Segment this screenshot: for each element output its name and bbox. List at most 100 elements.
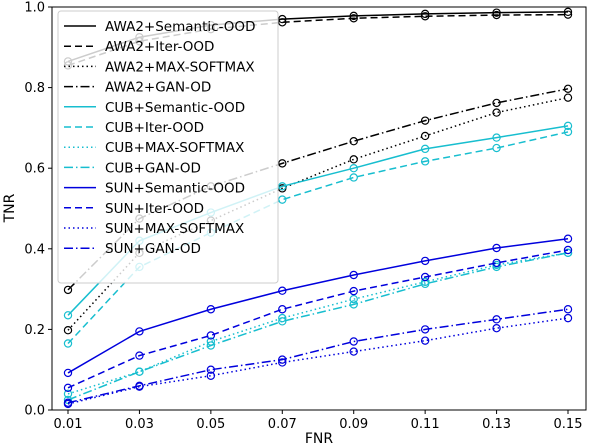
x-axis-label: FNR [305,431,334,447]
data-point [349,14,358,23]
data-point [492,133,501,142]
legend-item: AWA2+Semantic-OOD [64,19,255,35]
data-point [63,368,73,378]
series-11 [63,305,573,407]
data-point [63,339,73,348]
data-point [206,371,216,380]
data-point [63,311,73,320]
series-8 [63,234,573,378]
x-tick-label: 0.03 [125,417,154,432]
series-line [67,88,569,291]
data-point [278,305,287,314]
data-point [420,9,430,19]
data-point [492,323,501,333]
data-point [420,12,430,21]
data-point [278,313,287,323]
data-point [420,325,430,334]
y-tick-label: 0.6 [24,162,45,177]
y-tick-label: 0.2 [24,323,45,338]
data-point [563,7,573,17]
data-point [563,305,573,314]
data-point [492,258,501,268]
data-point [206,341,216,350]
data-point [492,98,501,108]
data-point [492,10,501,20]
y-tick-label: 0.8 [24,81,45,96]
data-point [563,234,573,243]
data-point [349,286,358,296]
legend-label: CUB+MAX-SOFTMAX [105,140,244,156]
data-point [563,10,573,19]
legend-item: AWA2+Iter-OOD [64,39,214,55]
data-point [135,351,144,360]
series-line [67,237,569,374]
data-point [492,315,501,324]
data-point [278,195,287,204]
legend-item: CUB+Semantic-OOD [64,100,245,116]
data-point [278,358,287,367]
data-point [563,84,573,94]
legend-label: SUN+Semantic-OOD [105,181,245,197]
legend-items: AWA2+Semantic-OOD AWA2+Iter-OOD AWA2+MAX-S… [64,19,255,257]
legend-label: CUB+GAN-OD [105,160,201,176]
data-point [135,367,144,376]
data-point [206,365,216,374]
data-point [349,294,358,304]
legend-label: SUN+Iter-OOD [105,201,204,217]
data-point [349,11,358,21]
data-point [563,245,573,255]
y-tick-label: 0.0 [24,404,45,419]
x-tick-label: 0.05 [196,417,225,432]
data-point [278,18,287,27]
series-line [67,252,569,401]
data-point [420,144,430,154]
data-point [349,173,358,182]
x-tick-label: 0.01 [54,417,83,432]
data-point [492,262,501,272]
y-tick-label: 0.4 [24,242,45,257]
legend-item: SUN+GAN-OD [64,241,201,257]
legend-item: CUB+MAX-SOFTMAX [64,140,244,156]
data-point [492,8,501,17]
data-point [349,300,358,309]
y-axis: 0.0 0.2 0.4 0.6 0.8 1.0 [24,1,52,419]
legend-item: AWA2+GAN-OD [64,80,211,96]
legend-item: CUB+GAN-OD [64,160,201,176]
data-point [563,127,573,137]
data-point [492,243,501,253]
data-point [420,131,430,141]
data-point [349,347,358,356]
data-point [492,108,501,117]
legend-label: AWA2+Iter-OOD [105,39,214,55]
legend-box [57,10,279,284]
legend-item: AWA2+MAX-SOFTMAX [64,59,255,75]
legend-item: SUN+Semantic-OOD [64,181,245,197]
series-line [67,131,569,345]
data-point [420,272,430,282]
data-point [278,286,287,295]
legend-label: AWA2+Semantic-OOD [105,19,255,35]
data-point [420,336,430,345]
data-point [278,182,287,191]
data-point [63,389,73,399]
series-line [67,317,569,405]
y-axis-label: TNR [2,193,18,223]
data-point [135,327,144,336]
legend-item: SUN+Iter-OOD [64,201,204,217]
data-point [206,305,216,314]
series-7 [63,248,573,405]
legend-label: AWA2+GAN-OD [105,80,211,96]
data-point [492,143,501,153]
data-point [420,157,430,166]
data-point [420,256,430,266]
legend-item: SUN+MAX-SOFTMAX [64,221,244,237]
data-point [563,313,573,323]
legend: AWA2+Semantic-OOD AWA2+Iter-OOD AWA2+MAX-S… [57,10,279,284]
data-point [63,285,73,295]
legend-label: CUB+Semantic-OOD [105,100,245,116]
plot-frame [51,6,587,411]
y-tick-label: 1.0 [24,1,45,16]
legend-item: CUB+Iter-OOD [64,120,204,136]
x-tick-label: 0.09 [339,417,368,432]
